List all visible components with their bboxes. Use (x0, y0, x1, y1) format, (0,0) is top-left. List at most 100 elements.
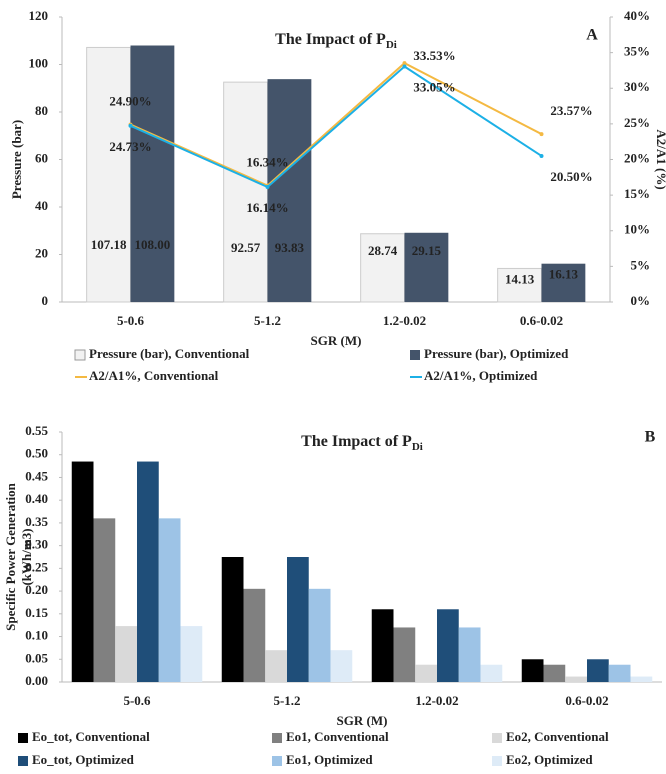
y-tick-label: 0.10 (25, 628, 48, 643)
bar (587, 659, 609, 682)
x-tick-label: 1.2-0.02 (383, 313, 426, 328)
data-label: 93.83 (275, 240, 305, 255)
y-tick-label: 0.45 (25, 468, 48, 483)
bar (630, 676, 653, 682)
legend-swatch (18, 733, 28, 743)
bar (371, 609, 394, 682)
y2-tick-label: 20% (624, 150, 650, 165)
bar (543, 664, 566, 682)
bar (93, 518, 116, 682)
bar (330, 650, 353, 682)
legend-label: Eo2, Conventional (506, 729, 609, 744)
bar (415, 664, 437, 682)
y-tick-label: 100 (29, 55, 49, 70)
legend-label: Eo_tot, Optimized (32, 752, 135, 767)
x-tick-label: 5-0.6 (117, 313, 145, 328)
y-axis-label: Specific Power Generation (3, 482, 18, 631)
line-point (539, 153, 544, 158)
line-point (402, 61, 407, 66)
y-tick-label: 0.50 (25, 446, 48, 461)
bar (223, 81, 269, 303)
data-label: 16.34% (246, 155, 288, 170)
x-tick-label: 5-1.2 (254, 313, 281, 328)
y2-tick-label: 35% (624, 44, 650, 59)
data-label: 33.53% (413, 48, 455, 63)
bar (458, 627, 481, 682)
x-tick-label: 1.2-0.02 (415, 693, 458, 708)
line (130, 61, 542, 187)
bar (521, 659, 544, 682)
legend-swatch (410, 350, 420, 360)
x-axis-label: SGR (M) (311, 333, 362, 348)
legend-swatch (18, 756, 28, 766)
y2-tick-label: 40% (624, 8, 650, 23)
bar (130, 45, 175, 302)
legend-label: A2/A1%, Conventional (89, 368, 219, 383)
bar (180, 626, 203, 682)
title-text: The Impact of P (301, 433, 412, 450)
y-tick-label: 0.20 (25, 582, 48, 597)
y2-tick-label: 15% (624, 186, 650, 201)
y-axis-label: (kWh/m3) (19, 528, 34, 585)
y-tick-label: 0 (42, 293, 49, 308)
x-tick-label: 0.6-0.02 (520, 313, 563, 328)
y-tick-label: 0.05 (25, 650, 48, 665)
bar (308, 588, 331, 682)
legend-swatch (492, 756, 502, 766)
legend-swatch (272, 733, 282, 743)
chart-title: The Impact of PDi (275, 31, 397, 51)
y2-tick-label: 5% (631, 257, 651, 272)
data-label: 24.90% (109, 94, 151, 109)
bar (71, 461, 94, 682)
y-tick-label: 0.00 (25, 673, 48, 688)
y2-tick-label: 10% (624, 222, 650, 237)
data-label: 108.00 (135, 237, 171, 252)
line-point (128, 123, 133, 128)
data-label: 16.13 (549, 267, 579, 282)
bar (437, 609, 459, 682)
legend-label: A2/A1%, Optimized (424, 368, 538, 383)
legend-label: Pressure (bar), Optimized (424, 346, 569, 361)
data-label: 29.15 (412, 243, 442, 258)
bar (480, 664, 503, 682)
bar (608, 664, 631, 682)
line-point (402, 64, 407, 69)
y-tick-label: 20 (35, 245, 48, 260)
bar (360, 233, 406, 303)
y2-axis-label: A2/A1 (%) (654, 129, 666, 189)
legend-label: Eo1, Optimized (286, 752, 373, 767)
panel-label: B (645, 429, 656, 446)
bar (497, 267, 543, 303)
y-tick-label: 60 (35, 150, 48, 165)
legend-swatch (74, 349, 86, 361)
x-tick-label: 0.6-0.02 (565, 693, 608, 708)
data-label: 92.57 (231, 240, 261, 255)
x-tick-label: 5-0.6 (123, 693, 151, 708)
bar (221, 557, 244, 682)
data-label: 23.57% (550, 103, 592, 118)
chart-title: The Impact of PDi (301, 433, 423, 453)
bar (158, 518, 181, 682)
data-label: 28.74 (368, 243, 398, 258)
data-label: 20.50% (550, 169, 592, 184)
bar (265, 650, 287, 682)
y-tick-label: 0.55 (25, 423, 48, 438)
legend-swatch (272, 756, 282, 766)
bar (404, 232, 449, 302)
bar (86, 46, 132, 303)
y-tick-label: 0.40 (25, 491, 48, 506)
line-point (265, 185, 270, 190)
y-tick-label: 0.30 (25, 537, 48, 552)
bar (115, 626, 137, 682)
y-tick-label: 80 (35, 103, 48, 118)
legend-label: Pressure (bar), Conventional (89, 346, 250, 361)
y2-tick-label: 25% (624, 115, 650, 130)
legend-label: Eo1, Conventional (286, 729, 389, 744)
bar (137, 461, 159, 682)
y-tick-label: 0.35 (25, 514, 48, 529)
y-tick-label: 0.15 (25, 605, 48, 620)
line-point (539, 132, 544, 137)
data-label: 107.18 (91, 237, 127, 252)
x-tick-label: 5-1.2 (273, 693, 300, 708)
